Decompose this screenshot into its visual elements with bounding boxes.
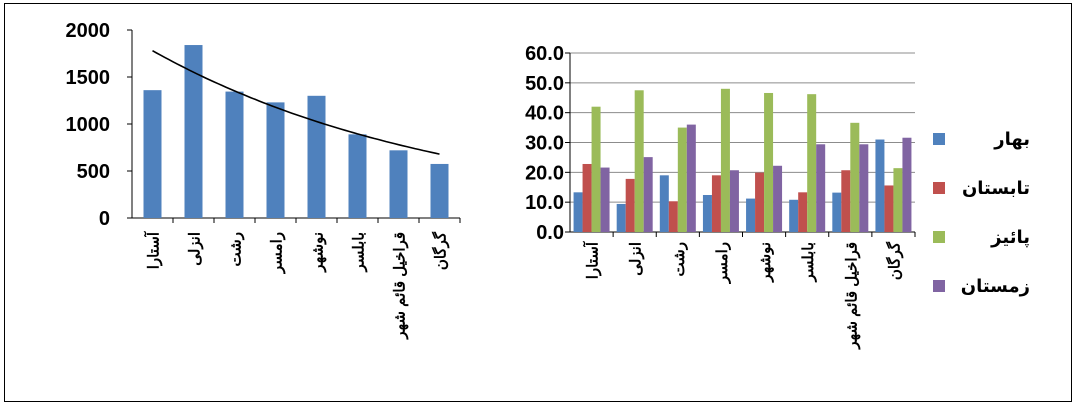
bar (841, 170, 851, 232)
bar (755, 172, 765, 232)
bar (600, 167, 610, 232)
x-tick-label: بابلسر (800, 242, 817, 283)
legend-swatch (933, 182, 945, 194)
x-tick-label: رشت (671, 242, 688, 277)
y-tick-label: 20.0 (525, 162, 564, 184)
bar (225, 91, 244, 218)
bar (634, 90, 644, 233)
bar (850, 122, 860, 232)
x-tick-label: نوشهر (310, 232, 327, 273)
bar (902, 137, 912, 232)
trend-line (152, 50, 440, 155)
bar (348, 134, 367, 218)
seasonal-chart: 0.0 10.0 20.0 30.0 40.0 50.0 60.0 آستارا انزلی رش… (525, 43, 916, 350)
bar (677, 127, 687, 232)
bar (307, 95, 326, 218)
bar (711, 175, 721, 232)
bar (625, 178, 635, 232)
x-tick-label: قراخیل قائم شهر (392, 232, 409, 340)
bar (143, 90, 162, 218)
legend-label: بهار (993, 129, 1030, 150)
x-tick-label: نوشهر (757, 242, 774, 283)
y-tick-label: 1500 (66, 67, 111, 89)
x-tick-label: رشت (228, 232, 245, 267)
y-tick-label: 60.0 (525, 43, 564, 65)
bar (832, 192, 842, 232)
legend-swatch (933, 231, 945, 243)
x-tick-label: رامسر (714, 242, 731, 284)
x-tick-label: آستارا (144, 230, 163, 269)
bar (430, 163, 449, 218)
bar (573, 192, 583, 232)
y-tick-label: 2000 (66, 20, 111, 42)
x-tick-label: رامسر (269, 232, 286, 274)
bar (668, 201, 678, 232)
legend-swatch (933, 280, 945, 292)
x-tick-label: انزلی (187, 232, 204, 266)
bar (582, 163, 592, 232)
bar (659, 175, 669, 232)
bar (884, 185, 894, 232)
x-tick-label: انزلی (628, 242, 645, 276)
y-tick-label: 0.0 (536, 222, 564, 244)
x-tick-label: بابلسر (351, 232, 368, 273)
bar (816, 144, 826, 232)
legend-label: تابستان (962, 178, 1030, 199)
bar (807, 94, 817, 232)
bar (686, 124, 696, 232)
y-tick-label: 30.0 (525, 133, 564, 155)
x-tick-label: آستارا (583, 240, 602, 279)
x-tick-label: گرگان (885, 241, 903, 280)
bar (720, 88, 730, 232)
bar (875, 139, 885, 232)
annual-chart: 0 500 1000 1500 2000 آستارا انزلی رشت رامسر نوشهر… (66, 20, 461, 340)
x-tick-label: گرگان (432, 231, 450, 270)
bar (184, 45, 203, 218)
bar (789, 199, 799, 232)
x-tick-label: قراخیل قائم شهر (843, 242, 860, 350)
seasonal-legend: بهار تابستان پائیز زمستان (933, 129, 1030, 297)
y-tick-label: 50.0 (525, 73, 564, 95)
legend-label: پائیز (990, 227, 1030, 248)
bar (764, 92, 774, 232)
bar (859, 144, 869, 232)
legend-swatch (933, 133, 945, 145)
bar (893, 168, 903, 232)
y-tick-label: 500 (77, 161, 110, 183)
legend-label: زمستان (961, 276, 1030, 297)
bar (643, 157, 653, 232)
y-tick-label: 0 (99, 208, 110, 230)
bar (266, 102, 285, 218)
y-tick-label: 10.0 (525, 192, 564, 214)
bar (389, 150, 408, 218)
bar (746, 198, 756, 232)
y-tick-label: 40.0 (525, 103, 564, 125)
bar (616, 203, 626, 232)
bar (729, 170, 739, 232)
bar (702, 195, 712, 232)
bar (591, 106, 601, 232)
bar (798, 192, 808, 232)
y-tick-label: 1000 (66, 114, 111, 136)
bar (773, 165, 783, 232)
